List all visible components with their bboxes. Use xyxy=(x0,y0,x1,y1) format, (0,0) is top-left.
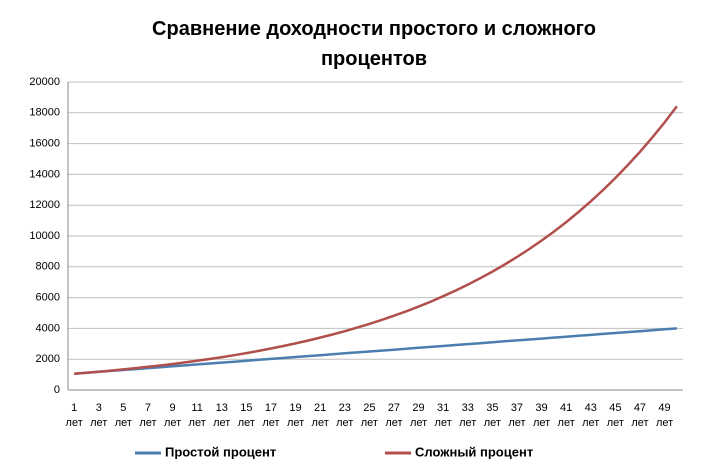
y-tick-label: 4000 xyxy=(36,322,60,334)
y-tick-label: 0 xyxy=(54,384,60,396)
y-tick-label: 2000 xyxy=(36,353,60,365)
x-tick-label: 9 лет xyxy=(163,402,182,429)
y-tick-label: 6000 xyxy=(36,292,60,304)
legend-label: Сложный процент xyxy=(415,444,533,459)
series-line xyxy=(74,327,677,375)
x-tick-label: 43 лет xyxy=(582,402,600,429)
legend-label: Простой процент xyxy=(165,444,276,459)
x-tick-label: 45 лет xyxy=(606,402,624,429)
x-tick-label: 29 лет xyxy=(409,402,428,429)
x-tick-label: 31 лет xyxy=(434,402,452,429)
x-tick-label: 17 лет xyxy=(262,402,280,429)
x-tick-label: 3 лет xyxy=(90,402,108,429)
y-tick-label: 14000 xyxy=(29,168,60,180)
x-tick-label: 33 лет xyxy=(459,402,477,429)
x-tick-label: 19 лет xyxy=(286,402,305,429)
x-tick-label: 1 лет xyxy=(65,402,83,429)
y-tick-label: 20000 xyxy=(29,76,60,88)
y-tick-label: 12000 xyxy=(29,199,60,211)
y-tick-label: 10000 xyxy=(29,230,60,242)
x-tick-label: 7 лет xyxy=(139,402,157,429)
x-tick-label: 15 лет xyxy=(237,402,255,429)
x-tick-label: 11 лет xyxy=(188,402,206,429)
x-tick-label: 47 лет xyxy=(631,402,649,429)
x-tick-label: 35 лет xyxy=(483,402,501,429)
x-tick-label: 27 лет xyxy=(385,402,403,429)
x-tick-label: 25 лет xyxy=(360,402,378,429)
x-tick-label: 13 лет xyxy=(213,402,231,429)
x-tick-label: 5 лет xyxy=(114,402,132,429)
y-tick-label: 18000 xyxy=(29,107,60,119)
y-tick-label: 8000 xyxy=(36,261,60,273)
x-tick-label: 41 лет xyxy=(557,402,575,429)
series-line xyxy=(74,105,678,375)
y-tick-label: 16000 xyxy=(29,138,60,150)
x-tick-label: 37 лет xyxy=(508,402,526,429)
x-tick-label: 23 лет xyxy=(336,402,354,429)
chart-title: Сравнение доходности простого и сложного… xyxy=(152,18,596,70)
x-tick-label: 21 лет xyxy=(311,402,329,429)
x-tick-label: 49 лет xyxy=(655,402,674,429)
x-tick-label: 39 лет xyxy=(532,402,551,429)
